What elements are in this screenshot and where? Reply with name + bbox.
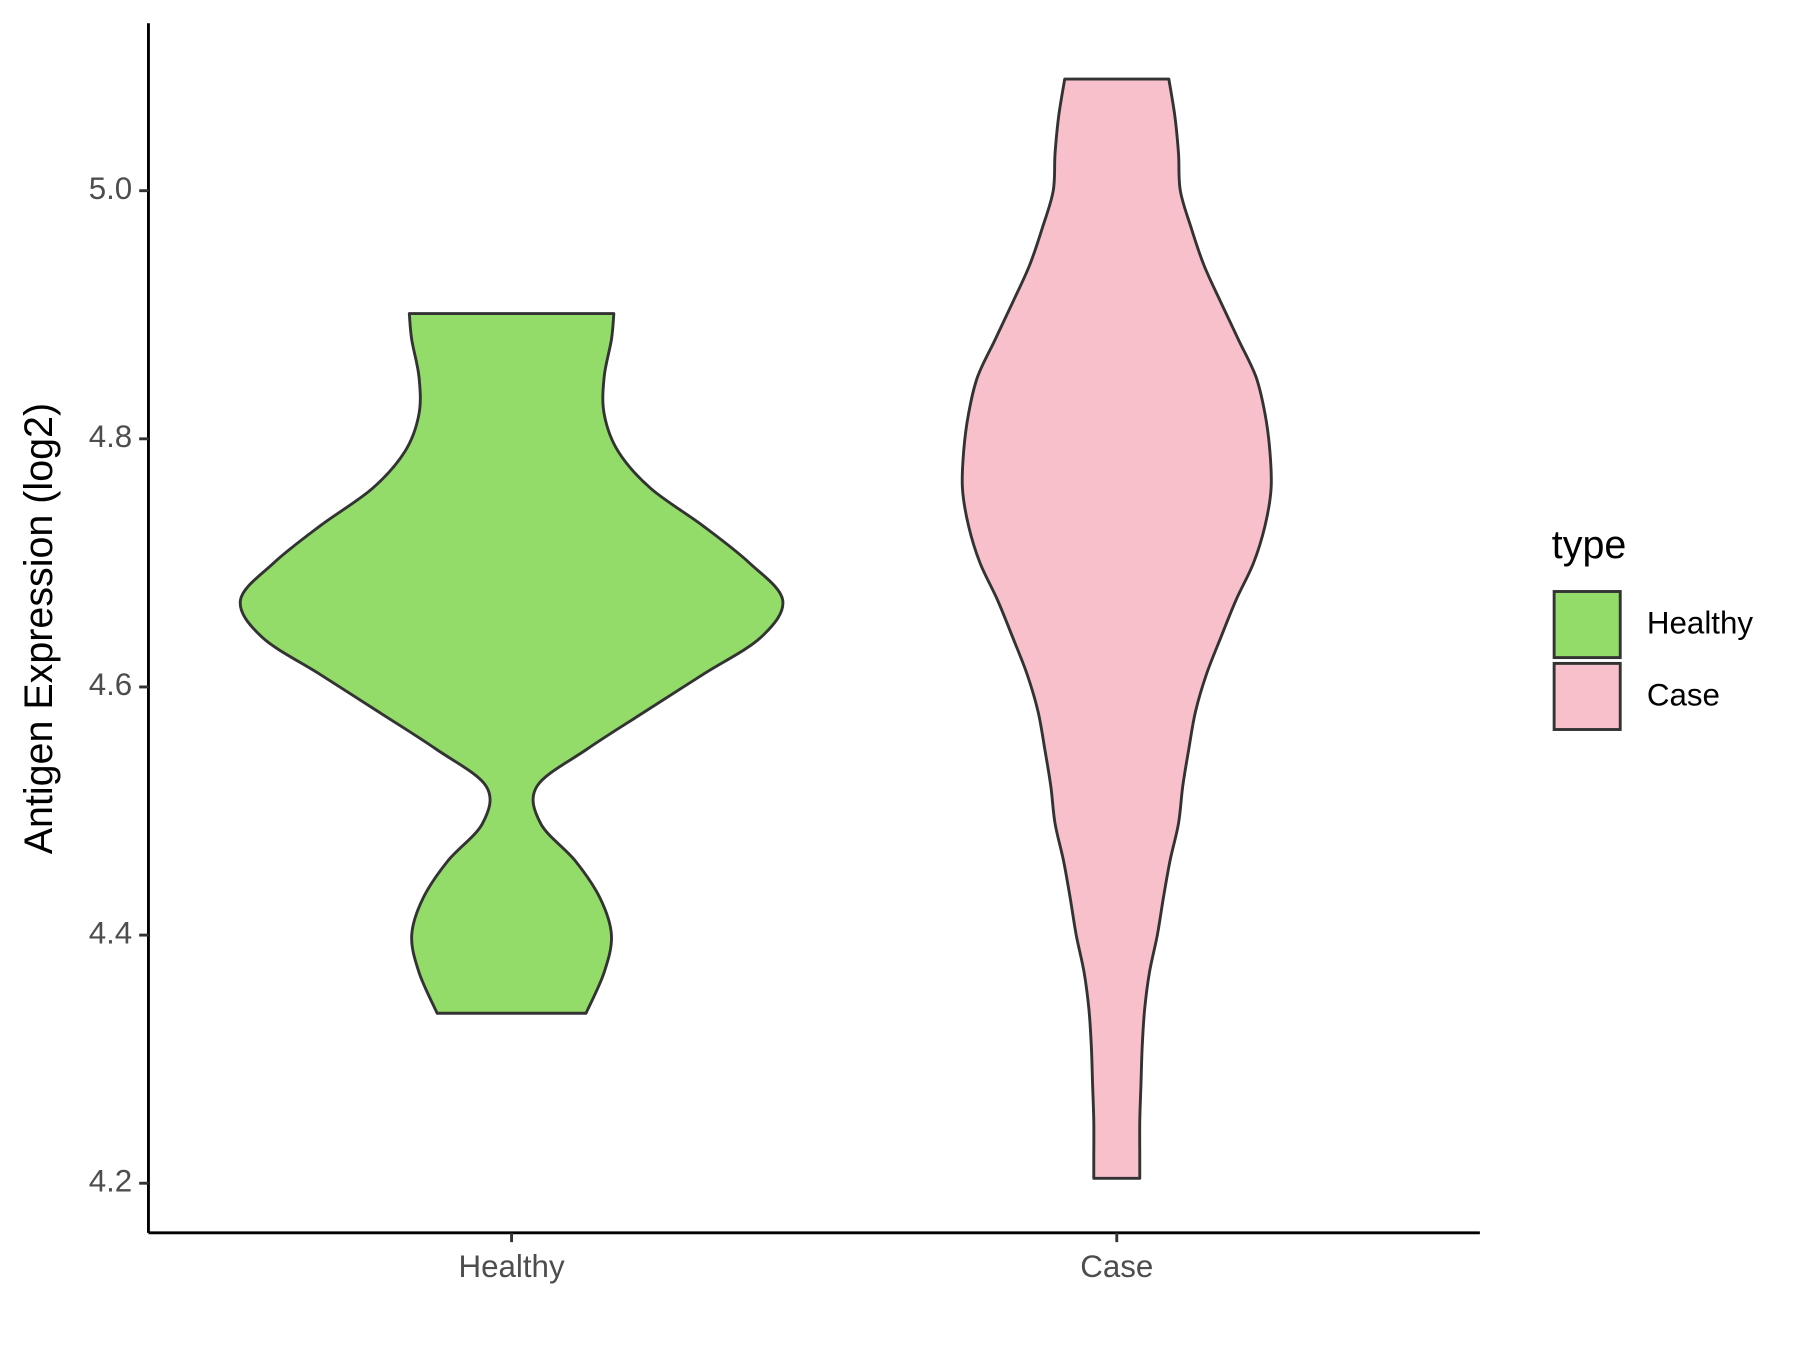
x-tick-label: Healthy: [459, 1249, 565, 1284]
y-tick-label: 4.4: [89, 915, 133, 950]
y-axis-title: Antigen Expression (log2): [17, 403, 61, 854]
legend-label: Case: [1647, 677, 1720, 712]
violin: [960, 77, 1273, 1180]
legend-title: type: [1552, 523, 1627, 567]
x-tick-label: Case: [1080, 1249, 1153, 1284]
y-tick-label: 5.0: [89, 171, 133, 206]
y-tick-label: 4.6: [89, 667, 133, 702]
y-tick-label: 4.2: [89, 1163, 133, 1198]
legend-key: [1552, 590, 1622, 660]
y-tick-label: 4.8: [89, 419, 133, 454]
violin: [238, 312, 785, 1015]
legend-key: [1552, 661, 1622, 731]
legend-label: Healthy: [1647, 605, 1753, 640]
